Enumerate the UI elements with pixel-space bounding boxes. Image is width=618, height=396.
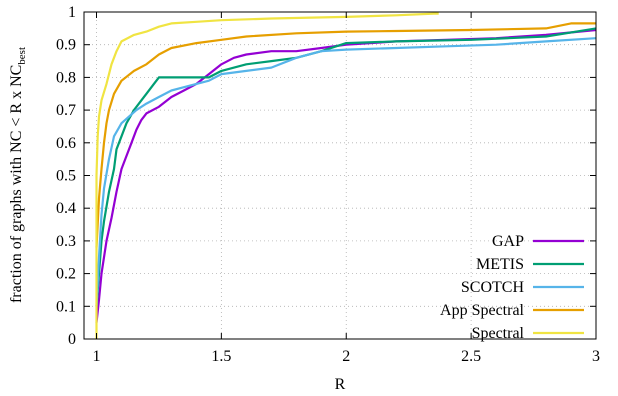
x-tick-label: 1.5 <box>211 348 231 365</box>
y-tick-label: 0.5 <box>56 168 76 185</box>
y-tick-label: 0.8 <box>56 69 76 86</box>
y-tick-label: 0.2 <box>56 266 76 283</box>
x-tick-label: 2 <box>342 348 350 365</box>
x-axis-label: R <box>335 376 346 393</box>
y-tick-label: 0.4 <box>56 200 76 217</box>
x-tick-label: 3 <box>592 348 600 365</box>
series-line-spectral <box>95 12 439 339</box>
series-line-app-spectral <box>95 22 596 248</box>
y-tick-labels: 0 0.1 0.2 0.3 0.4 0.5 0.6 0.7 0.8 0.9 1 <box>56 4 76 348</box>
y-tick-label: 0.9 <box>56 37 76 54</box>
legend: GAP METIS SCOTCH App Spectral Spectral <box>440 233 584 342</box>
y-tick-label: 0 <box>68 331 76 348</box>
y-tick-label: 0.3 <box>56 233 76 250</box>
series-group <box>95 12 597 339</box>
legend-label-gap: GAP <box>492 233 524 250</box>
y-tick-label: 0.7 <box>56 102 76 119</box>
legend-label-spectral: Spectral <box>472 325 525 342</box>
y-axis-label: fraction of graphs with NC < R x NCbest <box>8 47 28 303</box>
x-tick-label: 2.5 <box>461 348 481 365</box>
x-tick-labels: 1 1.5 2 2.5 3 <box>92 348 600 365</box>
legend-label-app-spectral: App Spectral <box>440 302 525 319</box>
x-tick-label: 1 <box>92 348 100 365</box>
ticks <box>84 11 597 340</box>
y-tick-label: 0.6 <box>56 135 76 152</box>
y-axis-label-main: fraction of graphs with NC < R x NC <box>8 65 25 303</box>
y-axis-label-subscript: best <box>16 47 28 65</box>
legend-label-metis: METIS <box>476 256 524 273</box>
series-line-scotch <box>95 37 597 307</box>
y-tick-label: 0.1 <box>56 298 76 315</box>
y-tick-label: 1 <box>68 4 76 21</box>
series-line-metis <box>95 27 597 307</box>
legend-label-scotch: SCOTCH <box>461 279 525 296</box>
